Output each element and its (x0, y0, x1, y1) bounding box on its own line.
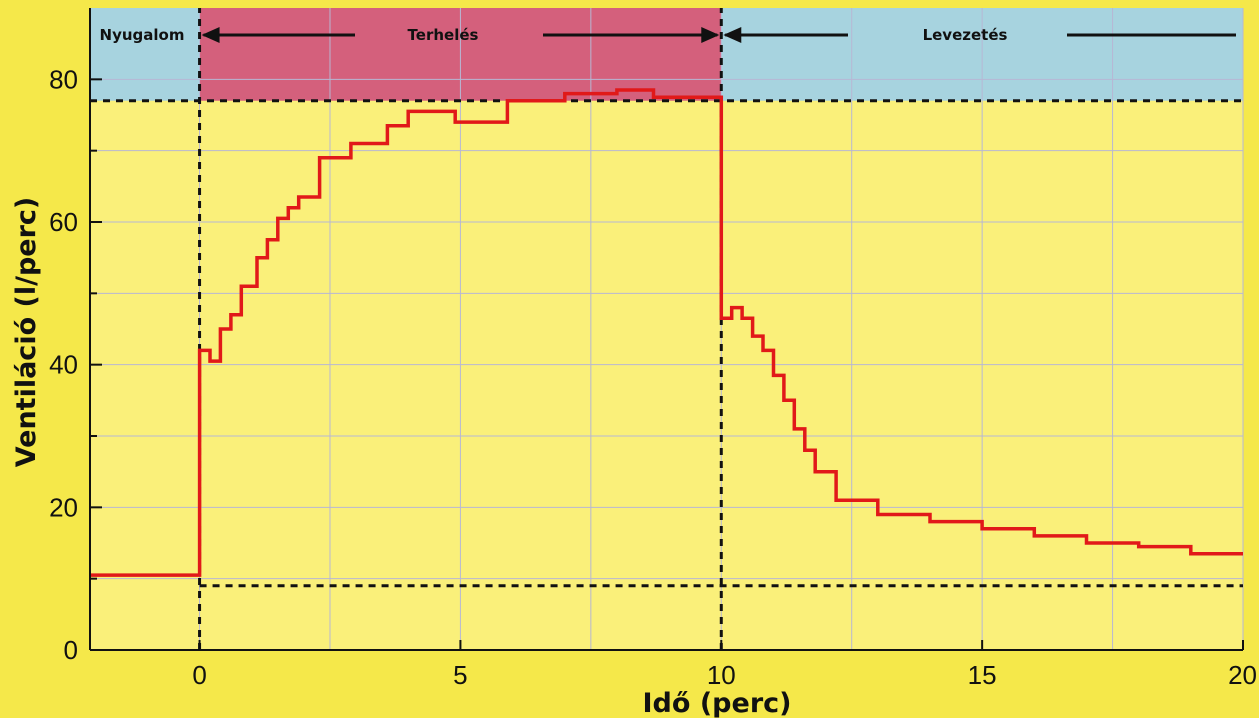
series-lines (90, 88, 1243, 577)
y-tick-label: 0 (64, 635, 78, 665)
y-tick-label: 20 (49, 492, 78, 522)
x-tick-label: 10 (707, 660, 736, 690)
phase-label: Levezetés (923, 26, 1008, 44)
phase-bands (90, 8, 1243, 101)
phase-label: Nyugalom (100, 26, 185, 44)
arrow-head (723, 27, 742, 43)
phase-arrows (201, 27, 1236, 43)
plot-background (90, 8, 1243, 650)
series-line-ventilation (90, 88, 1243, 577)
x-tick-label: 5 (453, 660, 467, 690)
y-tick-labels: 0 20 40 60 80 (49, 64, 78, 665)
x-tick-label: 20 (1228, 660, 1257, 690)
y-axis-title: Ventiláció (l/perc) (11, 197, 42, 468)
phase-label: Terhelés (408, 26, 479, 44)
phase-labels: Nyugalom Terhelés Levezetés (100, 26, 1008, 44)
plot-area (90, 8, 1243, 650)
y-tick-label: 40 (49, 350, 78, 380)
y-tick-label: 60 (49, 207, 78, 237)
x-tick-label: 0 (192, 660, 206, 690)
arrow-head (201, 27, 220, 43)
x-tick-labels: 0 5 10 15 20 (192, 660, 1257, 690)
phase-band (90, 8, 200, 101)
x-axis-title: Idő (perc) (643, 688, 792, 718)
axes (89, 8, 1244, 651)
x-tick-label: 15 (968, 660, 997, 690)
y-tick-label: 80 (49, 64, 78, 94)
arrow-head (701, 27, 720, 43)
